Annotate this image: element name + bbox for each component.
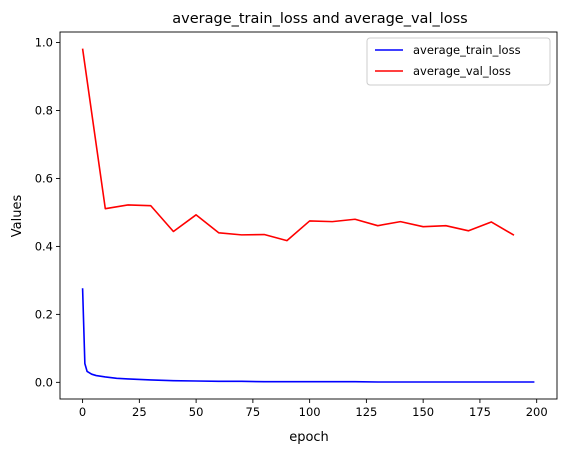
y-axis: 0.0 0.2 0.4 0.6 0.8 1.0 xyxy=(35,36,60,389)
y-tick-label: 0.6 xyxy=(35,171,53,185)
legend: average_train_loss average_val_loss xyxy=(366,37,551,86)
x-tick-label: 25 xyxy=(132,405,147,419)
y-tick-label: 0.4 xyxy=(35,239,53,253)
legend-label-2: average_val_loss xyxy=(413,64,511,78)
x-tick-label: 0 xyxy=(79,405,86,419)
x-axis-label: epoch xyxy=(289,430,329,445)
plot-frame xyxy=(59,31,558,400)
legend-label-1: average_train_loss xyxy=(413,43,521,57)
x-tick-label: 125 xyxy=(355,405,377,419)
plot-area xyxy=(81,48,535,383)
x-tick-label: 200 xyxy=(526,405,548,419)
y-tick-label: 0.8 xyxy=(35,103,53,117)
x-tick-label: 150 xyxy=(412,405,434,419)
x-tick-label: 50 xyxy=(189,405,204,419)
series-line-2 xyxy=(81,48,515,242)
y-axis-label: Values xyxy=(10,195,25,238)
y-tick-label: 0.0 xyxy=(35,375,53,389)
y-tick-label: 0.2 xyxy=(35,307,53,321)
x-tick-label: 175 xyxy=(469,405,491,419)
x-axis: 0 25 50 75 100 125 150 175 200 xyxy=(79,399,548,419)
x-tick-label: 75 xyxy=(246,405,261,419)
chart-title: average_train_loss and average_val_loss xyxy=(172,11,467,27)
x-tick-label: 100 xyxy=(299,405,321,419)
series-line-1 xyxy=(81,288,535,383)
y-tick-label: 1.0 xyxy=(35,36,53,50)
legend-box xyxy=(366,37,551,86)
